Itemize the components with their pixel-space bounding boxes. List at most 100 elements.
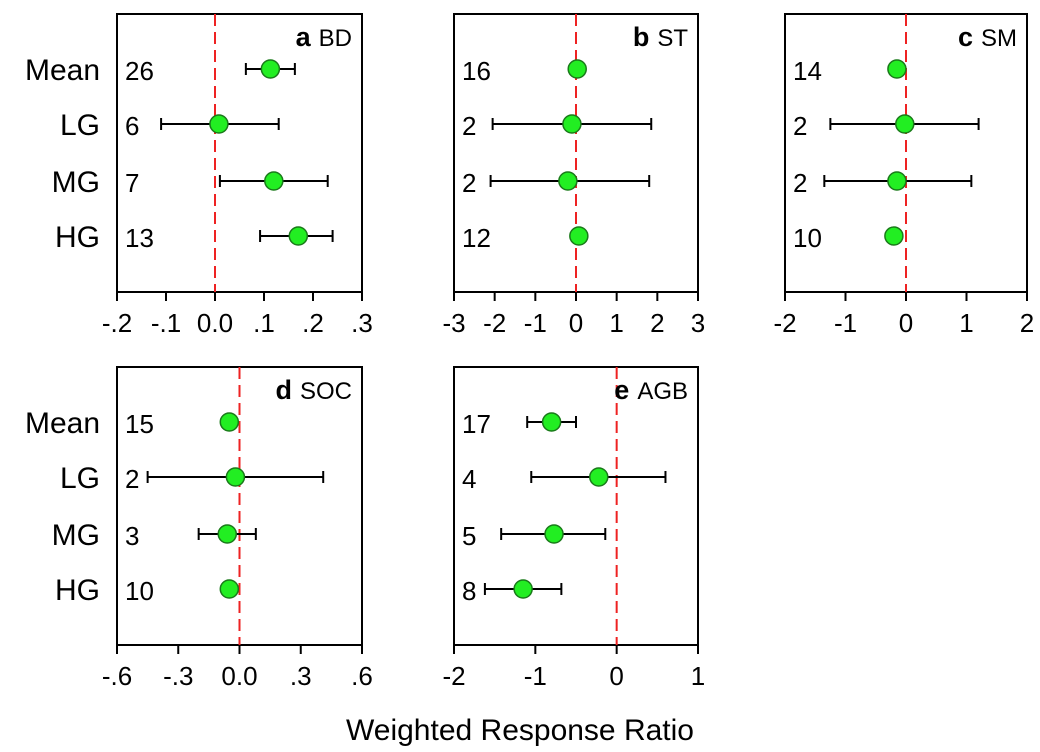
- sample-size-label: 5: [462, 521, 476, 551]
- x-tick-label: -3: [442, 308, 465, 338]
- x-tick-label: -1: [834, 308, 857, 338]
- panel-letter: a: [296, 22, 312, 52]
- panel-title: a BD: [296, 22, 352, 52]
- x-tick-label: -2: [442, 661, 465, 691]
- data-point: [264, 171, 284, 191]
- x-axis-title: Weighted Response Ratio: [346, 714, 694, 747]
- panel-title: e AGB: [614, 375, 688, 405]
- panel-d: -.6 -.3 0.0 .3 .6 d SOC Mean 15 LG 2 MG 3 HG 10: [25, 366, 373, 691]
- data-point: [209, 114, 229, 134]
- sample-size-label: 3: [125, 521, 139, 551]
- panel-c: -2 -1 0 1 2 c SM 14 2 2 10: [773, 13, 1034, 338]
- panel-letter: e: [614, 375, 629, 405]
- x-tick-label: .2: [302, 308, 324, 338]
- data-point: [569, 226, 589, 246]
- panel-title: b ST: [633, 22, 689, 52]
- x-tick-label: 0: [569, 308, 583, 338]
- panel-letter: b: [633, 22, 650, 52]
- x-tick-label: -.1: [151, 308, 181, 338]
- panel-e: -2 -1 0 1 e AGB 17 4 5 8: [442, 366, 705, 691]
- sample-size-label: 6: [125, 111, 139, 141]
- sample-size-label: 14: [793, 56, 822, 86]
- data-point: [884, 226, 904, 246]
- x-tick-label: .6: [351, 661, 373, 691]
- data-point: [217, 524, 237, 544]
- panel-frame: [453, 366, 699, 646]
- sample-size-label: 17: [462, 409, 491, 439]
- category-label: MG: [52, 519, 100, 552]
- sample-size-label: 4: [462, 464, 476, 494]
- x-tick-label: -2: [773, 308, 796, 338]
- data-point: [219, 412, 240, 432]
- sample-size-label: 15: [125, 409, 154, 439]
- panel-variable: SM: [981, 25, 1017, 52]
- data-point: [562, 114, 582, 134]
- x-tick-label: .3: [351, 308, 373, 338]
- x-tick-label: -2: [483, 308, 506, 338]
- panel-a: -.2 -.1 0.0 .1 .2 .3 a BD Mean 26 LG 6 MG 7 HG 13: [25, 13, 373, 338]
- sample-size-label: 2: [462, 111, 476, 141]
- sample-size-label: 7: [125, 168, 139, 198]
- category-label: LG: [60, 462, 100, 495]
- data-point: [895, 114, 915, 134]
- panel-letter: c: [958, 22, 973, 52]
- x-tick-label: 1: [959, 308, 973, 338]
- category-label: Mean: [25, 407, 100, 440]
- x-tick-label: 2: [1020, 308, 1034, 338]
- category-label: LG: [60, 109, 100, 142]
- data-point: [887, 59, 907, 79]
- data-point: [589, 467, 609, 487]
- panel-frame: [116, 13, 363, 293]
- data-point: [225, 467, 246, 487]
- panel-title: d SOC: [275, 375, 352, 405]
- x-tick-label: -1: [524, 661, 547, 691]
- sample-size-label: 12: [462, 223, 491, 253]
- sample-size-label: 2: [793, 111, 807, 141]
- category-label: MG: [52, 166, 100, 199]
- panel-variable: ST: [657, 25, 688, 52]
- data-point: [288, 226, 309, 246]
- data-point: [513, 579, 533, 599]
- x-tick-label: 1: [609, 308, 623, 338]
- x-tick-label: -.3: [163, 661, 193, 691]
- sample-size-label: 2: [125, 464, 139, 494]
- x-tick-label: .1: [253, 308, 275, 338]
- data-point: [541, 412, 562, 432]
- panel-variable: AGB: [637, 378, 688, 405]
- panel-title: c SM: [958, 22, 1017, 52]
- panel-letter: d: [275, 375, 292, 405]
- x-tick-label: 0: [609, 661, 623, 691]
- x-tick-label: -.6: [102, 661, 132, 691]
- sample-size-label: 26: [125, 56, 154, 86]
- x-tick-label: 3: [691, 308, 705, 338]
- x-tick-label: 0.0: [197, 308, 233, 338]
- x-tick-label: -1: [524, 308, 547, 338]
- data-point: [887, 171, 907, 191]
- category-label: HG: [55, 221, 100, 254]
- panel-variable: BD: [319, 25, 352, 52]
- x-tick-label: .3: [290, 661, 312, 691]
- category-label: Mean: [25, 54, 100, 87]
- sample-size-label: 16: [462, 56, 491, 86]
- x-tick-label: -.2: [102, 308, 132, 338]
- sample-size-label: 10: [125, 576, 154, 606]
- sample-size-label: 10: [793, 223, 822, 253]
- x-tick-label: 2: [650, 308, 664, 338]
- data-point: [219, 579, 240, 599]
- panel-variable: SOC: [300, 378, 352, 405]
- sample-size-label: 8: [462, 576, 476, 606]
- category-label: HG: [55, 574, 100, 607]
- sample-size-label: 13: [125, 223, 154, 253]
- x-tick-label: 0.0: [221, 661, 257, 691]
- data-point: [567, 59, 587, 79]
- data-point: [544, 524, 564, 544]
- x-tick-label: 1: [691, 661, 705, 691]
- x-tick-label: 0: [899, 308, 913, 338]
- sample-size-label: 2: [462, 168, 476, 198]
- data-point: [558, 171, 578, 191]
- sample-size-label: 2: [793, 168, 807, 198]
- data-point: [260, 59, 281, 79]
